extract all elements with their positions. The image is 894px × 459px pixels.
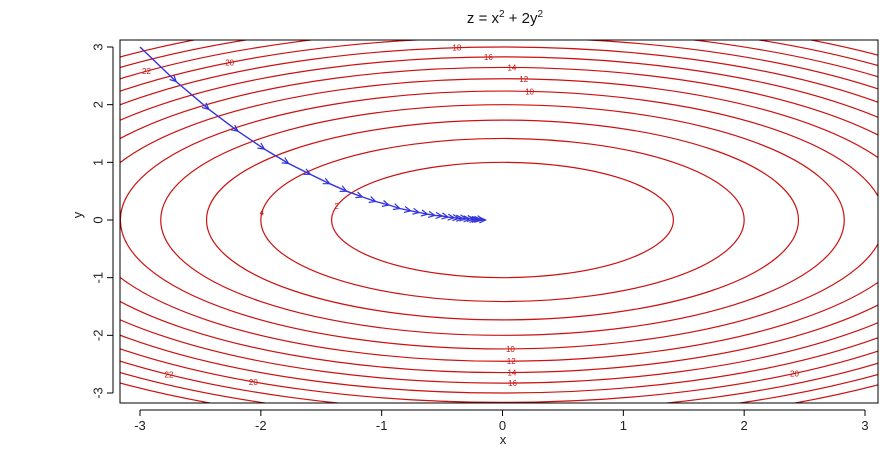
y-tick-label: -3 bbox=[91, 387, 106, 399]
descent-arrow-head bbox=[427, 210, 437, 218]
descent-arrow-head bbox=[452, 213, 461, 222]
descent-arrow-head bbox=[281, 157, 290, 165]
x-tick-label: 1 bbox=[620, 418, 627, 433]
contour-label: 10 bbox=[525, 87, 534, 96]
descent-arrow-head bbox=[355, 191, 364, 199]
y-tick-label: 2 bbox=[91, 101, 106, 108]
y-tick-label: 0 bbox=[91, 216, 106, 223]
contour-label: 12 bbox=[507, 357, 516, 366]
plot-frame bbox=[119, 39, 879, 404]
descent-arrow-head bbox=[169, 74, 178, 83]
x-tick-label: -3 bbox=[134, 418, 146, 433]
contour-label: 24 bbox=[104, 365, 113, 374]
contour-line-6 bbox=[205, 119, 800, 321]
y-tick-label: -2 bbox=[91, 330, 106, 342]
contour-label: 14 bbox=[507, 369, 516, 378]
contour-label: 14 bbox=[507, 63, 516, 72]
descent-arrow-head bbox=[420, 209, 429, 217]
chart-title-prefix: z = x bbox=[467, 10, 500, 27]
contour-label: 20 bbox=[225, 59, 234, 68]
contour-label: 20 bbox=[249, 378, 258, 387]
contour-label: 22 bbox=[165, 371, 174, 380]
contour-label: 16 bbox=[508, 379, 517, 388]
contour-line-20 bbox=[120, 40, 878, 403]
x-axis-label: x bbox=[500, 432, 507, 447]
contour-label: 12 bbox=[519, 75, 528, 84]
contour-line-12 bbox=[120, 78, 878, 362]
descent-arrow-head bbox=[201, 102, 210, 111]
descent-arrow-head bbox=[339, 185, 348, 192]
descent-arrow-head bbox=[479, 216, 487, 224]
descent-path-line bbox=[139, 46, 486, 221]
contour-line-16 bbox=[120, 56, 878, 384]
contour-label: 24 bbox=[82, 74, 91, 83]
chart-title-exp1: 2 bbox=[499, 9, 505, 20]
contour-line-14 bbox=[120, 66, 878, 374]
chart-title-middle: + 2y bbox=[505, 10, 538, 27]
contour-labels: 2422201816141210202224242610121416242220… bbox=[82, 44, 799, 388]
x-tick-label: 0 bbox=[499, 418, 506, 433]
descent-arrow-head bbox=[230, 124, 240, 133]
y-tick-label: -1 bbox=[91, 272, 106, 284]
descent-arrow-head bbox=[392, 203, 402, 211]
x-tick-label: 2 bbox=[741, 418, 748, 433]
contour-line-8 bbox=[160, 104, 845, 336]
descent-arrow-head bbox=[459, 214, 468, 222]
descent-arrow-head bbox=[471, 215, 480, 224]
contour-label: 10 bbox=[506, 345, 515, 354]
contour-line-4 bbox=[260, 137, 745, 303]
chart-title: z = x2 + 2y2 bbox=[467, 9, 544, 27]
descent-path bbox=[139, 46, 487, 224]
descent-arrow-head bbox=[456, 214, 464, 222]
contour-label: 22 bbox=[142, 67, 151, 76]
contour-label: 2 bbox=[334, 202, 339, 211]
contour-lines bbox=[120, 40, 878, 403]
y-axis: -3 -2 -1 0 1 2 3 bbox=[91, 43, 114, 399]
y-axis-label: y bbox=[70, 211, 85, 218]
contour-label: 4 bbox=[260, 209, 265, 218]
descent-arrow-head bbox=[469, 215, 478, 224]
y-tick-label: 1 bbox=[91, 159, 106, 166]
contour-line-18 bbox=[120, 46, 878, 394]
descent-arrow-head bbox=[322, 177, 331, 185]
descent-arrow-head bbox=[463, 215, 472, 223]
contour-line-2 bbox=[331, 161, 674, 279]
descent-arrow-head bbox=[412, 207, 421, 215]
descent-arrow-head bbox=[381, 200, 391, 207]
y-tick-label: 3 bbox=[91, 43, 106, 50]
descent-arrow-head bbox=[368, 196, 377, 203]
x-axis: -3 -2 -1 0 1 2 3 bbox=[134, 409, 869, 433]
x-tick-label: 3 bbox=[861, 418, 868, 433]
x-tick-label: -1 bbox=[376, 418, 388, 433]
contour-label: 16 bbox=[484, 53, 493, 62]
chart-title-exp2: 2 bbox=[538, 9, 544, 20]
contour-label: 20 bbox=[790, 369, 799, 378]
descent-arrow-head bbox=[447, 213, 456, 221]
descent-arrow-head bbox=[435, 211, 444, 220]
x-tick-label: -2 bbox=[255, 418, 267, 433]
descent-arrow-head bbox=[441, 212, 450, 220]
descent-arrow-head bbox=[257, 142, 266, 150]
descent-arrow-head bbox=[403, 206, 413, 213]
descent-arrow-head bbox=[303, 168, 312, 176]
contour-label: 18 bbox=[452, 44, 461, 53]
